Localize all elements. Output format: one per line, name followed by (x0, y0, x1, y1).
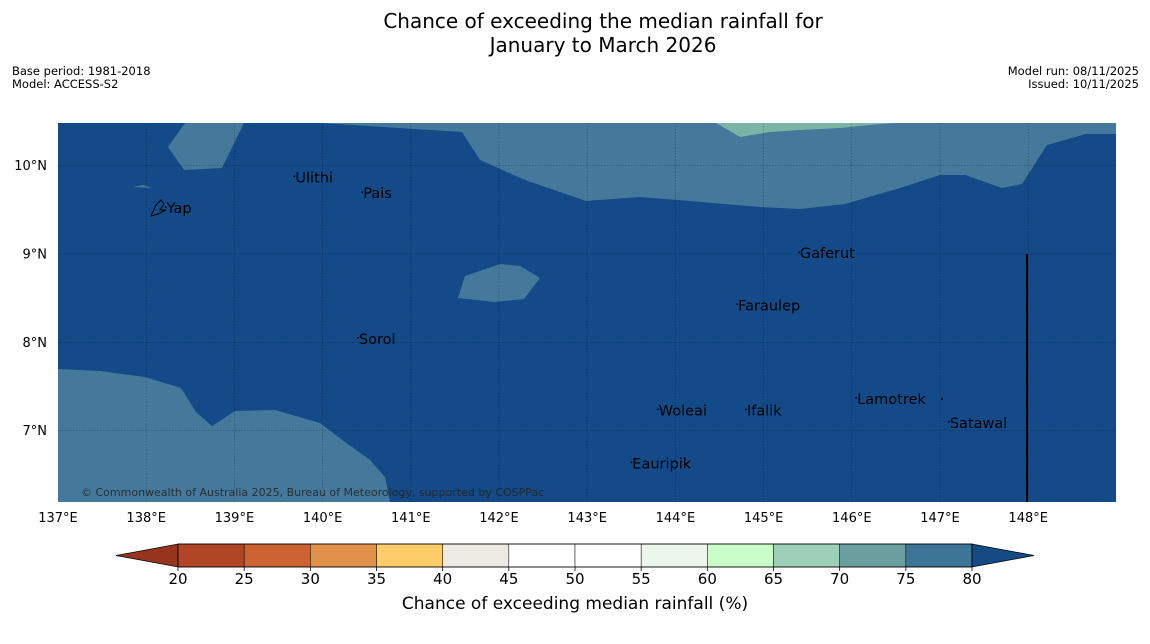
probability-70-75-southwest-region (58, 369, 390, 502)
yap-island-outline (150, 199, 167, 217)
place-marker (855, 397, 858, 399)
graticule (58, 123, 1116, 502)
issued-date: Issued: 10/11/2025 (1028, 77, 1139, 91)
place-marker (293, 175, 296, 178)
place-label[interactable]: Lamotrek (857, 392, 926, 408)
colorbar-tick-label: 50 (565, 570, 584, 588)
place-label[interactable]: Sorol (359, 332, 396, 348)
place-label[interactable]: Yap (166, 201, 192, 217)
longitude-tick-label: 145°E (744, 511, 784, 526)
latitude-axis: 10°N 9°N 8°N 7°N (14, 159, 47, 439)
longitude-tick-label: 148°E (1008, 511, 1048, 526)
meta-left: Base period: 1981-2018 Model: ACCESS-S2 (12, 65, 151, 91)
colorbar-tick-label: 20 (168, 570, 187, 588)
colorbar-box (310, 543, 377, 568)
colorbar-box (177, 543, 245, 568)
colorbar-tick-label: 35 (367, 570, 386, 588)
place-label[interactable]: Ulithi (295, 170, 333, 186)
colorbar-box (508, 543, 576, 568)
longitude-tick-label: 147°E (920, 511, 960, 526)
place-labels: Yap Ulithi Pais Gaferut Faraulep Sorol Lamotre… (164, 170, 1007, 472)
meta-right: Model run: 08/11/2025 Issued: 10/11/2025 (1008, 65, 1139, 91)
colorbar-tick-label: 25 (235, 570, 254, 588)
place-marker (164, 206, 167, 209)
longitude-tick-label: 144°E (656, 511, 696, 526)
longitude-tick-label: 141°E (391, 511, 431, 526)
place-label[interactable]: Satawal (950, 416, 1007, 432)
colorbar-box (574, 543, 642, 568)
longitude-tick-label: 140°E (303, 511, 343, 526)
colorbar-tick-label: 40 (433, 570, 452, 588)
colorbar-ticks: 20 25 30 35 40 45 50 55 60 65 70 75 80 (168, 567, 982, 588)
probability-70-75-yap-patch (133, 185, 152, 188)
longitude-tick-label: 146°E (832, 511, 872, 526)
place-label[interactable]: Faraulep (738, 298, 800, 314)
colorbar-box (707, 543, 774, 568)
latitude-tick-label: 7°N (23, 424, 48, 439)
longitude-tick-label: 138°E (126, 511, 166, 526)
title-line-2: January to March 2026 (489, 33, 717, 57)
map-area[interactable]: Yap Ulithi Pais Gaferut Faraulep Sorol Lamotre… (58, 123, 1116, 502)
latitude-tick-label: 10°N (14, 159, 47, 174)
place-marker (361, 191, 364, 194)
place-label[interactable]: Woleai (659, 403, 707, 419)
colorbar: 20 25 30 35 40 45 50 55 60 65 70 75 80 (115, 543, 1035, 588)
base-period: Base period: 1981-2018 (12, 64, 151, 78)
place-label[interactable]: Ifalik (747, 403, 782, 419)
longitude-tick-label: 137°E (38, 511, 78, 526)
place-marker (736, 303, 739, 306)
colorbar-label: Chance of exceeding median rainfall (%) (401, 594, 749, 614)
copyright-credit: © Commonwealth of Australia 2025, Bureau… (81, 486, 544, 499)
island-dot (941, 398, 943, 400)
place-marker (797, 251, 800, 254)
place-marker (356, 336, 359, 339)
colorbar-box (442, 543, 510, 568)
probability-65-70-region (716, 123, 895, 137)
place-label[interactable]: Eauripik (632, 456, 691, 472)
longitude-axis: 137°E 138°E 139°E 140°E 141°E 142°E 143°E 144°E… (38, 511, 1048, 526)
model-name: Model: ACCESS-S2 (12, 77, 119, 91)
colorbar-tick-label: 70 (830, 570, 849, 588)
colorbar-box (243, 543, 311, 568)
colorbar-over-arrow (971, 543, 1035, 568)
place-label[interactable]: Pais (363, 186, 392, 202)
colorbar-tick-label: 60 (698, 570, 717, 588)
place-marker (656, 408, 659, 411)
colorbar-tick-label: 75 (896, 570, 915, 588)
colorbar-box (376, 543, 443, 568)
colorbar-box (773, 543, 840, 568)
model-run: Model run: 08/11/2025 (1007, 64, 1139, 78)
colorbar-under-arrow (115, 543, 179, 568)
longitude-tick-label: 142°E (479, 511, 519, 526)
latitude-tick-label: 8°N (23, 336, 48, 351)
longitude-tick-label: 143°E (567, 511, 607, 526)
colorbar-tick-label: 45 (499, 570, 518, 588)
probability-70-75-north-region (168, 123, 1116, 209)
place-marker (630, 461, 633, 464)
place-label[interactable]: Gaferut (800, 246, 855, 262)
longitude-tick-label: 139°E (215, 511, 255, 526)
title-line-1: Chance of exceeding the median rainfall … (383, 9, 823, 33)
colorbar-tick-label: 65 (764, 570, 783, 588)
colorbar-tick-label: 55 (632, 570, 651, 588)
latitude-tick-label: 9°N (23, 248, 48, 263)
colorbar-tick-label: 80 (962, 570, 981, 588)
probability-70-75-central-region (458, 264, 540, 302)
colorbar-boxes (177, 543, 973, 568)
place-marker (745, 408, 747, 411)
colorbar-box (839, 543, 907, 568)
colorbar-box (905, 543, 973, 568)
colorbar-tick-label: 30 (301, 570, 320, 588)
colorbar-box (640, 543, 708, 568)
place-marker (947, 420, 950, 423)
map-title: Chance of exceeding the median rainfall … (0, 9, 1150, 57)
